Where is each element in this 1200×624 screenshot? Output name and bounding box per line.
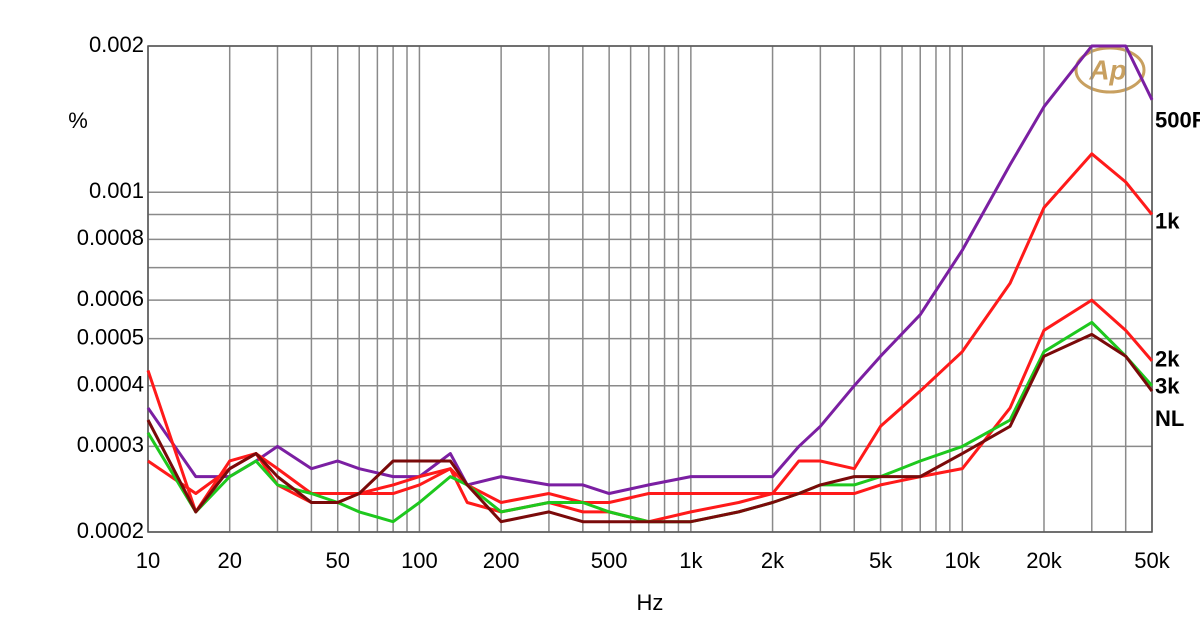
x-tick-label: 500 <box>591 548 628 573</box>
x-tick-label: 200 <box>483 548 520 573</box>
x-tick-label: 50 <box>325 548 349 573</box>
series-line <box>146 298 1154 524</box>
plot-frame <box>147 45 1153 533</box>
y-tick-label: 0.002 <box>89 32 144 57</box>
x-tick-label: 10k <box>945 548 981 573</box>
y-tick-label: 0.0005 <box>77 324 144 349</box>
series-label: 500R <box>1155 108 1200 133</box>
x-tick-label: 50k <box>1134 548 1170 573</box>
x-axis-label: Hz <box>637 590 664 615</box>
x-tick-label: 100 <box>401 548 438 573</box>
y-tick-label: 0.0004 <box>77 372 144 397</box>
series-line <box>146 320 1154 524</box>
series-label: 1k <box>1155 208 1180 233</box>
y-tick-label: 0.0003 <box>77 432 144 457</box>
x-tick-label: 20 <box>217 548 241 573</box>
x-tick-label: 5k <box>869 548 893 573</box>
y-axis-label: % <box>68 108 88 133</box>
series-line <box>147 152 1154 505</box>
series-label: NL <box>1155 406 1184 431</box>
series-label: 3k <box>1155 374 1180 399</box>
y-tick-label: 0.001 <box>89 178 144 203</box>
logo: Ap <box>1074 46 1146 94</box>
series-label: 2k <box>1155 347 1180 372</box>
x-tick-label: 1k <box>679 548 703 573</box>
x-tick-label: 2k <box>761 548 785 573</box>
x-tick-label: 10 <box>136 548 160 573</box>
logo-ring <box>1074 46 1146 94</box>
y-tick-label: 0.0002 <box>77 518 144 543</box>
y-tick-label: 0.0008 <box>77 225 144 250</box>
y-tick-label: 0.0006 <box>77 286 144 311</box>
series-line <box>146 332 1154 524</box>
series-line <box>146 44 1154 496</box>
logo-text: Ap <box>1088 54 1126 85</box>
x-tick-label: 20k <box>1026 548 1062 573</box>
